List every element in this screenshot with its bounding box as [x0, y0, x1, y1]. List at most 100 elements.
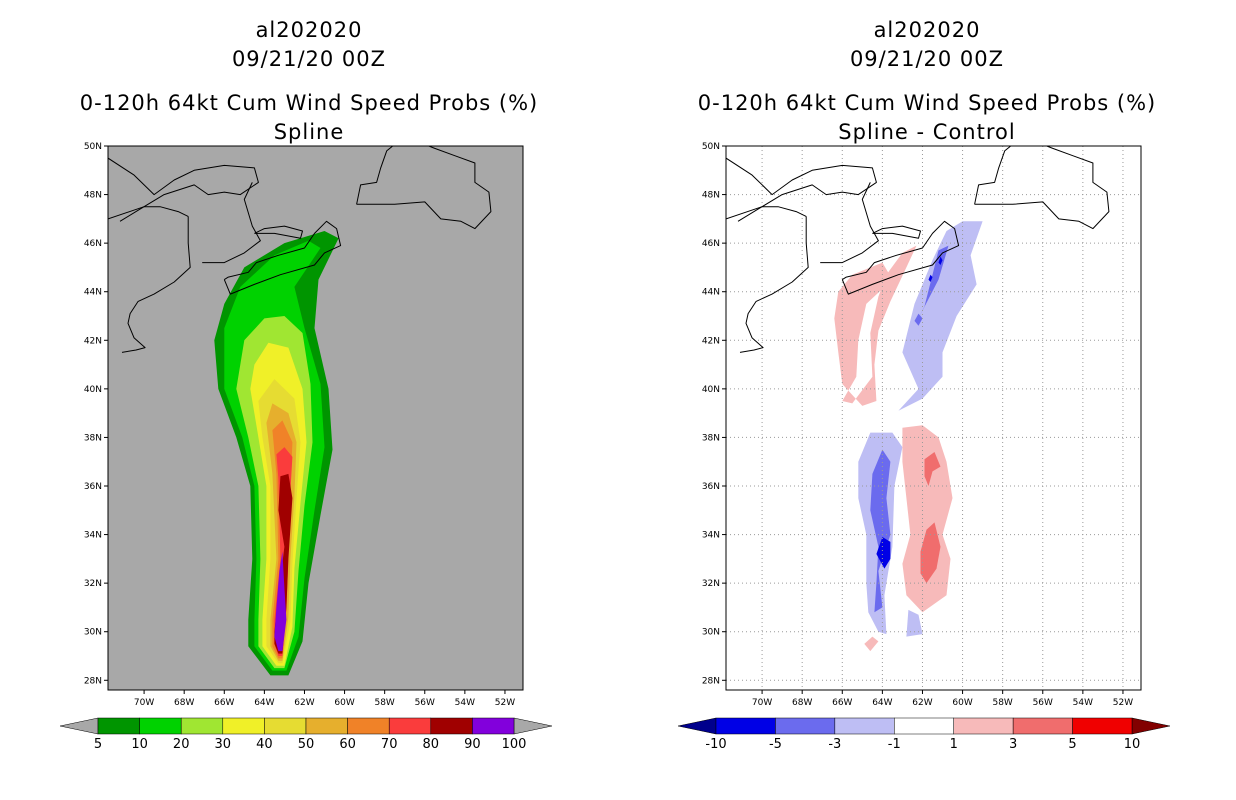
panel-title-storm-id: al202020: [873, 18, 981, 42]
y-tick-label: 50N: [84, 142, 102, 152]
y-tick-label: 30N: [702, 628, 720, 638]
contour-level-minus-10: [938, 256, 943, 265]
y-tick-label: 34N: [702, 531, 720, 541]
colorbar-swatch: [894, 717, 954, 735]
colorbar-label: 5: [1068, 737, 1076, 752]
x-tick-label: 60W: [334, 698, 354, 708]
x-tick-label: 54W: [1073, 698, 1093, 708]
colorbar-under-triangle: [677, 717, 717, 735]
y-tick-label: 36N: [84, 482, 102, 492]
colorbar-label: 1: [950, 737, 958, 752]
contour-level-90: [274, 551, 287, 652]
coastline: [820, 182, 879, 264]
x-tick-label: 62W: [294, 698, 314, 708]
x-tick-label: 68W: [792, 698, 812, 708]
colorbar-label: -1: [888, 737, 901, 752]
y-tick-label: 40N: [84, 385, 102, 395]
contour-level-minus-10: [876, 537, 891, 569]
panel-title-method: Spline: [273, 120, 345, 144]
colorbar-label: 10: [131, 737, 148, 752]
colorbar-swatch: [180, 717, 224, 735]
contour-level-3: [834, 245, 917, 406]
colorbar-label: 5: [94, 737, 102, 752]
coastline: [974, 146, 1012, 205]
map-frame: [107, 145, 524, 691]
panel-title-product: 0-120h 64kt Cum Wind Speed Probs (%): [697, 91, 1157, 115]
colorbar-label: 40: [256, 737, 273, 752]
colorbar-swatch: [1012, 717, 1073, 735]
left-probability-map: 50N 48N 46N 44N 42N 40N 38N 36N 34N 32N 30N 28N 70W 6…: [59, 142, 553, 752]
colorbar-swatch: [139, 717, 182, 735]
y-tick-label: 50N: [702, 142, 720, 152]
panel-title-datetime: 09/21/20 00Z: [231, 47, 387, 71]
contour-level-3: [902, 425, 953, 613]
y-tick-label: 38N: [702, 433, 720, 443]
colorbar-swatch: [97, 717, 140, 735]
colorbar-under-triangle: [59, 717, 99, 735]
contour-level-3: [864, 636, 879, 652]
contour-level-minus-5: [880, 459, 885, 465]
panel-title-datetime: 09/21/20 00Z: [849, 47, 1005, 71]
x-tick-label: 68W: [174, 698, 194, 708]
colorbar-label: 60: [339, 737, 356, 752]
coastline: [726, 157, 877, 222]
colorbar-label: -5: [769, 737, 782, 752]
y-tick-label: 28N: [702, 676, 720, 686]
colorbar-label: 80: [423, 737, 440, 752]
coastline: [254, 225, 303, 239]
contour-level-minus-5: [914, 313, 923, 326]
y-tick-label: 40N: [702, 385, 720, 395]
x-tick-label: 64W: [872, 698, 892, 708]
y-tick-label: 28N: [84, 676, 102, 686]
colorbar-swatch: [305, 717, 348, 735]
coastline: [356, 146, 492, 230]
x-tick-label: 70W: [752, 698, 772, 708]
contour-level-minus-10: [928, 274, 933, 282]
colorbar-swatch: [430, 717, 473, 735]
y-tick-label: 34N: [84, 531, 102, 541]
coastline: [739, 216, 809, 353]
colorbar-swatch: [264, 717, 307, 735]
coastline: [872, 225, 921, 239]
x-tick-label: 60W: [952, 698, 972, 708]
colorbar-label: 100: [502, 737, 527, 752]
colorbar-swatch: [222, 717, 265, 735]
y-tick-label: 30N: [84, 628, 102, 638]
colorbar-label: 3: [1009, 737, 1017, 752]
y-tick-label: 48N: [84, 191, 102, 201]
x-tick-label: 64W: [254, 698, 274, 708]
colorbar-over-triangle: [513, 717, 553, 735]
y-tick-label: 48N: [702, 191, 720, 201]
x-tick-label: 62W: [912, 698, 932, 708]
y-tick-label: 36N: [702, 482, 720, 492]
colorbar-label: 70: [381, 737, 398, 752]
coastline: [121, 216, 191, 353]
x-tick-label: 70W: [134, 698, 154, 708]
colorbar-swatch: [347, 717, 390, 735]
x-tick-label: 58W: [992, 698, 1012, 708]
x-tick-label: 56W: [1033, 698, 1053, 708]
x-tick-label: 56W: [415, 698, 435, 708]
contour-level-5: [924, 452, 941, 486]
contour-level-minus-3: [906, 609, 923, 637]
colorbar-swatch: [715, 717, 776, 735]
colorbar-over-triangle: [1131, 717, 1171, 735]
coastline: [356, 146, 394, 205]
y-tick-label: 42N: [702, 336, 720, 346]
map-background: [726, 146, 1141, 690]
y-tick-label: 32N: [702, 579, 720, 589]
colorbar-label: 10: [1124, 737, 1141, 752]
coastline: [726, 206, 807, 220]
y-tick-label: 32N: [84, 579, 102, 589]
colorbar-swatch: [472, 717, 515, 735]
colorbar-label: 50: [298, 737, 315, 752]
contour-level-5: [920, 522, 941, 584]
coastline: [223, 220, 342, 295]
colorbar-label: 20: [173, 737, 190, 752]
y-tick-label: 38N: [84, 433, 102, 443]
colorbar-swatch: [953, 717, 1014, 735]
x-tick-label: 54W: [455, 698, 475, 708]
colorbar-label: -3: [828, 737, 841, 752]
y-tick-label: 44N: [702, 288, 720, 298]
contour-level-minus-5: [918, 245, 949, 319]
